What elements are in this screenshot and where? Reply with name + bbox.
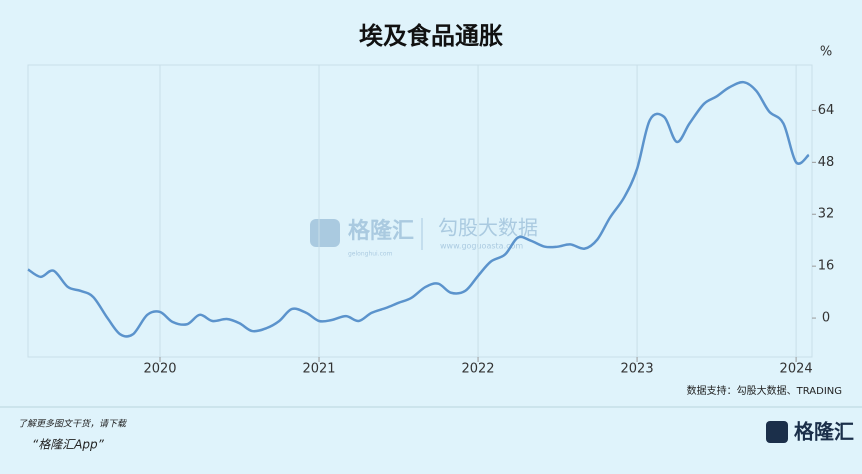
watermark-partner: 勾股大数据 (438, 216, 538, 240)
y-tick-label: 64 (818, 103, 835, 118)
footer-line1: 了解更多图文干货，请下载 (18, 419, 127, 430)
series-line (27, 80, 810, 338)
watermark-icon (310, 219, 340, 247)
chart-title: 埃及食品通胀 (359, 22, 503, 50)
watermark-brand: 格隆汇 (348, 218, 414, 244)
logo-icon (766, 421, 788, 443)
watermark: 格隆汇 gelonghui.com 勾股大数据 www.goguoasta.co… (310, 216, 538, 258)
plot-frame (27, 64, 813, 358)
y-tick-label: 32 (818, 207, 835, 222)
x-tick-label: 2024 (780, 362, 813, 377)
x-tick-label: 2021 (302, 362, 335, 377)
x-tick-label: 2022 (461, 362, 494, 377)
y-tick-label: 16 (818, 259, 835, 274)
watermark-url: gelonghui.com (348, 251, 393, 258)
source-note: 数据支持：勾股大数据、TRADING (687, 384, 842, 397)
footer-logo: 格隆汇 (794, 420, 854, 444)
footer-line2: “格隆汇App” (32, 438, 105, 452)
watermark-partner-url: www.goguoasta.com (440, 242, 523, 251)
x-tick-label: 2023 (621, 362, 654, 377)
y-tick-label: 48 (818, 155, 835, 170)
x-tick-label: 2020 (143, 362, 176, 377)
y-tick-label: 0 (822, 311, 830, 326)
y-unit: % (820, 45, 832, 60)
